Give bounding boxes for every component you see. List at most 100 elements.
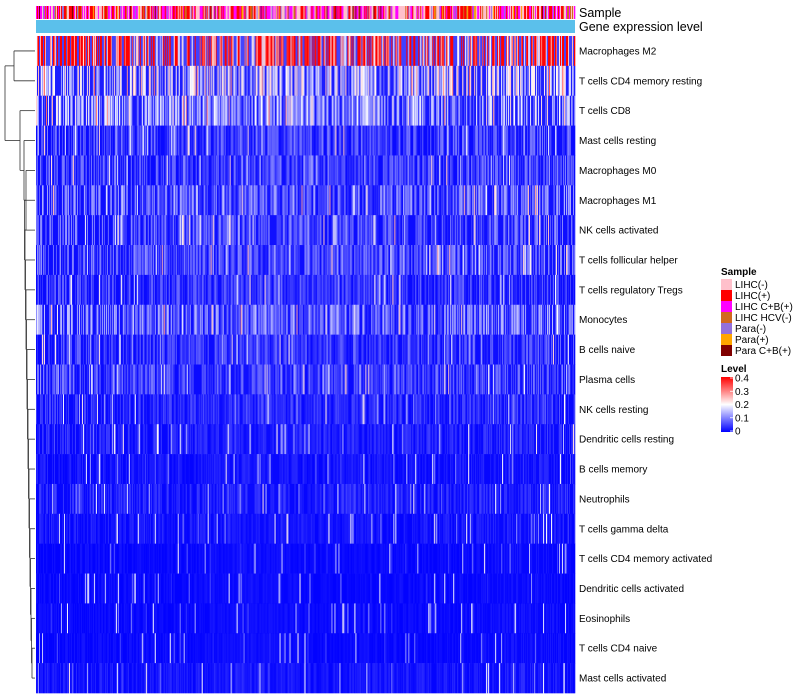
heatmap-cell <box>239 95 241 126</box>
heatmap-cell <box>282 125 284 156</box>
sample-annotation-cell <box>205 6 207 19</box>
heatmap-cell <box>432 95 434 126</box>
heatmap-cell <box>39 125 42 156</box>
sample-annotation-cell <box>239 6 241 19</box>
heatmap-cell <box>111 125 114 156</box>
heatmap-cell <box>423 125 425 156</box>
heatmap-cell <box>192 36 195 67</box>
heatmap-cell <box>365 125 367 156</box>
heatmap-cell <box>556 36 558 67</box>
heatmap-cell <box>347 36 349 67</box>
heatmap-cell <box>531 36 533 67</box>
heatmap-cell <box>60 125 63 156</box>
sample-annotation-cell <box>453 6 455 19</box>
heatmap-cell <box>126 155 129 186</box>
heatmap-cell <box>420 125 422 156</box>
heatmap-cell <box>451 95 453 126</box>
heatmap-cell <box>551 36 553 67</box>
heatmap-cell <box>52 65 55 97</box>
heatmap-cell <box>98 125 101 156</box>
sample-annotation-cell <box>262 6 264 19</box>
heatmap-cell <box>40 65 43 97</box>
heatmap-cell <box>164 155 167 186</box>
heatmap-cell <box>211 95 213 126</box>
heatmap-cell <box>153 95 156 126</box>
heatmap-cell <box>164 125 167 156</box>
heatmap-cell <box>429 95 431 126</box>
heatmap-cell <box>367 36 369 67</box>
heatmap-cell <box>422 65 424 97</box>
heatmap-cell <box>40 36 43 67</box>
sample-annotation-cell <box>136 6 139 19</box>
sample-annotation-cell <box>410 6 412 19</box>
heatmap-cell <box>483 125 485 156</box>
heatmap-cell <box>133 65 136 97</box>
sample-annotation-cell <box>522 6 524 19</box>
sample-annotation-cell <box>257 6 259 19</box>
heatmap-cell <box>391 36 393 67</box>
heatmap-row <box>36 155 576 186</box>
heatmap-cell <box>343 125 345 156</box>
heatmap-cell <box>175 155 178 186</box>
heatmap-cell <box>444 125 446 156</box>
sample-annotation-cell <box>76 6 79 19</box>
heatmap-cell <box>331 125 333 156</box>
heatmap-cell <box>566 65 568 97</box>
heatmap-cell <box>121 155 124 186</box>
heatmap-cell <box>74 125 77 156</box>
heatmap-cell <box>174 155 177 186</box>
heatmap-cell <box>228 125 230 156</box>
heatmap-cell <box>351 95 353 126</box>
heatmap-cell <box>335 95 337 126</box>
sample-annotation-cell <box>223 6 225 19</box>
heatmap-cell <box>186 65 189 97</box>
heatmap-cell <box>545 125 547 156</box>
heatmap-cell <box>560 125 562 156</box>
sample-annotation-cell <box>252 6 254 19</box>
heatmap-cell <box>348 36 350 67</box>
heatmap-cell <box>226 65 228 97</box>
heatmap-cell <box>36 155 39 186</box>
heatmap-cell <box>151 95 154 126</box>
heatmap-cell <box>460 65 462 97</box>
heatmap-cell <box>213 65 215 97</box>
heatmap-cell <box>430 65 432 97</box>
heatmap-cell <box>316 125 318 156</box>
heatmap-cell <box>565 36 567 67</box>
sample-annotation-cell <box>154 6 157 19</box>
heatmap-cell <box>491 125 493 156</box>
heatmap-cell <box>506 65 508 97</box>
heatmap-cell <box>226 36 228 67</box>
heatmap-cell <box>67 65 70 97</box>
heatmap-cell <box>564 125 566 156</box>
heatmap-cells <box>36 36 576 694</box>
heatmap-cell <box>419 65 421 97</box>
heatmap-cell <box>170 36 173 67</box>
sample-annotation-cell <box>336 6 338 19</box>
heatmap-cell <box>440 36 442 67</box>
heatmap-cell <box>399 36 401 67</box>
heatmap-cell <box>436 36 438 67</box>
heatmap-cell <box>64 155 67 186</box>
heatmap-cell <box>287 125 289 156</box>
heatmap-cell <box>78 65 81 97</box>
sample-annotation-cell <box>345 6 347 19</box>
heatmap-cell <box>432 125 434 156</box>
heatmap-cell <box>446 36 448 67</box>
heatmap-cell <box>318 36 320 67</box>
sample-annotation-cell <box>507 6 509 19</box>
sample-annotation-cell <box>208 6 210 19</box>
heatmap-cell <box>514 65 516 97</box>
heatmap-cell <box>207 36 209 67</box>
heatmap-cell <box>488 36 490 67</box>
heatmap-cell <box>276 125 278 156</box>
heatmap-cell <box>265 36 267 67</box>
sample-annotation-cell <box>235 6 237 19</box>
heatmap-cell <box>366 125 368 156</box>
heatmap-cell <box>513 36 515 67</box>
sample-annotation-cell <box>165 6 168 19</box>
heatmap-cell <box>172 95 175 126</box>
heatmap-cell <box>140 125 143 156</box>
heatmap-cell <box>145 125 148 156</box>
heatmap-cell <box>354 36 356 67</box>
